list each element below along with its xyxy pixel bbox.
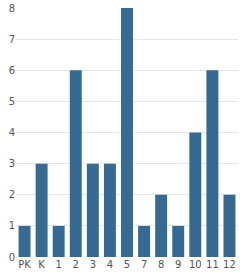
svg-text:10: 10 (189, 259, 202, 270)
svg-text:11: 11 (206, 259, 219, 270)
svg-text:9: 9 (175, 259, 181, 270)
svg-text:5: 5 (124, 259, 130, 270)
svg-text:4: 4 (107, 259, 113, 270)
svg-text:3: 3 (9, 158, 15, 169)
svg-text:1: 1 (56, 259, 62, 270)
svg-text:3: 3 (90, 259, 96, 270)
svg-text:7: 7 (141, 259, 147, 270)
svg-text:2: 2 (9, 189, 15, 200)
svg-text:6: 6 (9, 65, 15, 76)
svg-text:4: 4 (9, 127, 15, 138)
svg-text:7: 7 (9, 34, 15, 45)
svg-text:5: 5 (9, 96, 15, 107)
svg-text:12: 12 (223, 259, 236, 270)
svg-text:2: 2 (73, 259, 79, 270)
svg-text:1: 1 (9, 220, 15, 231)
svg-text:0: 0 (9, 252, 15, 263)
svg-text:K: K (38, 259, 45, 270)
svg-text:8: 8 (9, 3, 15, 14)
svg-text:8: 8 (158, 259, 164, 270)
svg-text:PK: PK (18, 259, 31, 270)
